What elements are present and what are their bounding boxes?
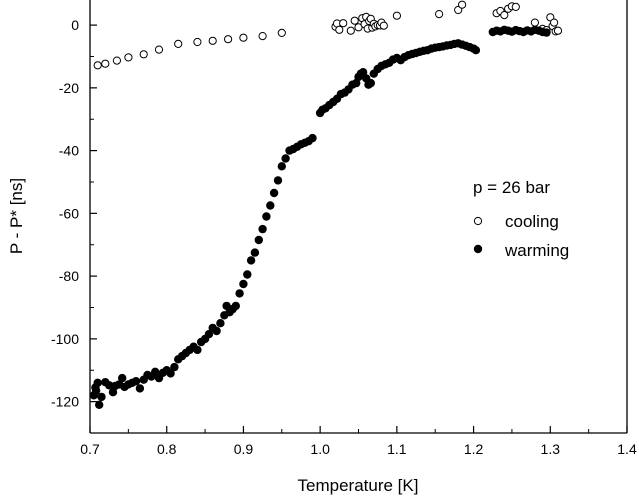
warming-point-15: [131, 377, 141, 386]
y-tick-label--40: -40: [59, 143, 79, 159]
cooling-point-32: [379, 21, 388, 30]
warming-point-2: [91, 386, 101, 395]
x-tick-label-0.7: 0.7: [80, 441, 100, 457]
warming-point-3: [93, 378, 102, 387]
y-tick-label--120: -120: [51, 394, 79, 410]
warming-point-122: [542, 28, 551, 37]
warming-point-49: [258, 224, 267, 234]
warming-point-44: [239, 279, 248, 289]
cooling-point-15: [335, 25, 344, 34]
cooling-point-36: [458, 0, 467, 9]
warming-point-20: [151, 367, 160, 376]
y-tick-label--100: -100: [51, 331, 79, 347]
x-axis-title: Temperature [K]: [298, 476, 419, 495]
warming-point-107: [471, 46, 481, 55]
y-tick-label--80: -80: [59, 268, 79, 284]
cooling-point-11: [258, 32, 267, 41]
warming-point-24: [166, 369, 175, 378]
y-tick-labels: 0 -20 -40 -60 -80 -100 -120: [51, 17, 79, 410]
warming-point-37: [216, 319, 225, 328]
x-tick-label-1.2: 1.2: [464, 441, 484, 457]
warming-point-48: [254, 235, 263, 245]
cooling-point-17: [346, 26, 355, 35]
x-tick-labels: 0.7 0.8 0.9 1.0 1.1 1.2 1.3 1.4: [80, 441, 637, 457]
warming-point-62: [308, 133, 317, 143]
warming-point-5: [97, 392, 106, 402]
warming-point-43: [235, 289, 244, 298]
cooling-point-43: [530, 18, 540, 27]
legend-marker-warming: [473, 244, 483, 254]
cooling-point-42: [511, 2, 520, 11]
cooling-point-50: [553, 26, 563, 35]
warming-point-16: [135, 384, 145, 393]
cooling-point-1: [101, 59, 110, 68]
warming-point-51: [266, 201, 275, 210]
cooling-point-2: [112, 56, 122, 65]
cooling-point-12: [277, 28, 286, 38]
cooling-point-0: [93, 61, 102, 70]
cooling-point-16: [339, 19, 348, 28]
x-tick-label-0.8: 0.8: [157, 441, 177, 457]
warming-point-25: [170, 362, 179, 372]
cooling-point-7: [193, 37, 202, 47]
warming-point-7: [105, 381, 114, 390]
cooling-point-3: [124, 53, 133, 62]
cooling-point-39: [500, 11, 509, 20]
cooling-point-10: [239, 33, 248, 42]
warming-point-46: [246, 256, 256, 265]
warming-point-11: [118, 373, 127, 383]
warming-point-34: [204, 330, 214, 339]
warming-point-42: [231, 301, 240, 311]
x-tick-label-1.3: 1.3: [541, 441, 561, 457]
legend-label-warming: warming: [504, 241, 569, 260]
series-warming: [89, 25, 551, 409]
x-tick-label-1.4: 1.4: [617, 441, 637, 457]
legend: cooling warming: [473, 212, 569, 260]
warming-point-45: [243, 270, 252, 279]
cooling-point-5: [154, 45, 164, 54]
warming-point-54: [277, 162, 286, 171]
warming-point-79: [366, 78, 375, 88]
cooling-point-4: [139, 50, 148, 59]
cooling-point-9: [224, 35, 233, 44]
legend-label-cooling: cooling: [505, 212, 559, 231]
cooling-point-8: [208, 36, 217, 45]
warming-point-55: [281, 154, 290, 163]
x-tick-label-0.9: 0.9: [234, 441, 254, 457]
y-tick-label-0: 0: [71, 17, 79, 33]
warming-point-76: [358, 68, 368, 77]
cooling-point-48: [550, 18, 559, 27]
x-tick-label-1.1: 1.1: [387, 441, 407, 457]
warming-point-36: [212, 326, 221, 336]
cooling-point-34: [435, 10, 444, 19]
axes: [89, 0, 628, 434]
warming-point-31: [193, 345, 202, 355]
warming-point-4: [95, 400, 104, 409]
warming-point-52: [269, 188, 279, 198]
warming-point-8: [108, 388, 118, 397]
y-tick-label--60: -60: [59, 205, 79, 221]
warming-point-53: [273, 176, 283, 185]
annotation-pressure: p = 26 bar: [473, 178, 550, 197]
x-tick-label-1.0: 1.0: [310, 441, 330, 457]
warming-point-50: [262, 212, 271, 221]
y-axis-title: P - P* [ns]: [7, 178, 26, 254]
y-tick-label--20: -20: [59, 80, 79, 96]
cooling-point-18: [350, 16, 359, 25]
cooling-point-6: [174, 39, 183, 49]
legend-marker-cooling: [473, 216, 483, 226]
warming-point-47: [250, 248, 260, 257]
cooling-point-33: [392, 11, 401, 20]
